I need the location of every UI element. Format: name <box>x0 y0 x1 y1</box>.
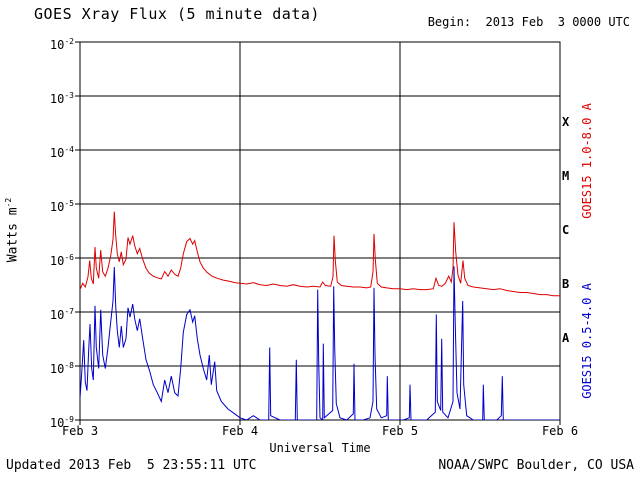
flare-class-letter-c: C <box>562 223 570 237</box>
y-axis-label: Watts m-2 <box>4 180 20 280</box>
plot-border <box>79 41 561 421</box>
y-tick-label: 10-8 <box>49 361 74 376</box>
y-axis-label-exponent: -2 <box>4 197 13 208</box>
flare-class-letter-a: A <box>562 331 570 345</box>
y-axis-label-text: Watts m <box>5 207 21 263</box>
y-tick-label: 10-7 <box>49 307 74 322</box>
x-axis-label: Universal Time <box>269 441 371 455</box>
flare-class-letter-m: M <box>562 169 570 183</box>
flare-class-letter-x: X <box>562 115 570 129</box>
source-attribution: NOAA/SWPC Boulder, CO USA <box>438 458 634 473</box>
flare-class-letter-b: B <box>562 277 570 291</box>
x-tick-label: Feb 5 <box>381 424 419 438</box>
long-channel-series-line <box>80 211 560 297</box>
chart-title: GOES Xray Flux (5 minute data) <box>34 5 320 23</box>
x-tick-label: Feb 4 <box>221 424 259 438</box>
y-tick-label: 10-4 <box>49 145 74 160</box>
y-tick-label: 10-2 <box>49 37 74 52</box>
short-channel-series-line <box>80 266 560 420</box>
updated-timestamp: Updated 2013 Feb 5 23:55:11 UTC <box>6 458 257 473</box>
x-tick-label: Feb 6 <box>541 424 579 438</box>
y-tick-label: 10-5 <box>49 199 74 214</box>
grid-lines <box>75 41 561 425</box>
right-label-long-channel: GOES15 1.0-8.0 A <box>580 103 594 219</box>
y-tick-label: 10-9 <box>49 415 74 430</box>
x-tick-label: Feb 3 <box>61 424 99 438</box>
right-label-short-channel: GOES15 0.5-4.0 A <box>580 283 594 399</box>
y-tick-label: 10-6 <box>49 253 74 268</box>
y-tick-label: 10-3 <box>49 91 74 106</box>
begin-timestamp: Begin: 2013 Feb 3 0000 UTC <box>427 15 630 29</box>
